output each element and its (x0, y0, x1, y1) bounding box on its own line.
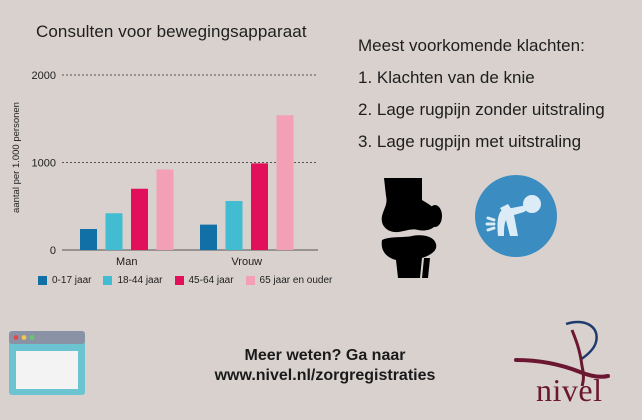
bar (225, 201, 243, 250)
legend-label: 45-64 jaar (188, 275, 234, 286)
browser-window-icon (9, 331, 85, 395)
legend-label: 18-44 jaar (117, 275, 163, 286)
legend-swatch (174, 276, 184, 285)
cta-text: Meer weten? Ga naar www.nivel.nl/zorgreg… (190, 346, 460, 386)
legend-swatch (38, 276, 47, 285)
complaint-item: 2. Lage rugpijn zonder uitstraling (358, 100, 605, 119)
cta-link[interactable]: www.nivel.nl/zorgregistraties (214, 367, 436, 384)
bar (276, 115, 294, 250)
complaint-item: 3. Lage rugpijn met uitstraling (358, 132, 582, 151)
bar (80, 229, 97, 250)
legend-swatch (245, 276, 255, 285)
y-tick-label: 0 (50, 245, 56, 257)
chart-legend: 0-17 jaar 18-44 jaar 45-64 jaar 65 jaar … (38, 275, 344, 286)
cta-line: Meer weten? Ga naar (244, 347, 406, 364)
knee-joint-icon (381, 178, 442, 278)
legend-swatch (103, 276, 113, 285)
bar (131, 188, 148, 250)
legend-item: 65 jaar en ouder (245, 275, 333, 286)
y-tick-label: 1000 (32, 158, 56, 170)
y-axis-label: aantal per 1.000 personen (11, 102, 22, 213)
complaints-title: Meest voorkomende klachten: (358, 36, 585, 55)
y-tick-label: 2000 (32, 70, 56, 82)
bar (105, 213, 123, 250)
chart-title: Consulten voor bewegingsapparaat (36, 22, 307, 41)
legend-item: 45-64 jaar (174, 275, 234, 286)
x-tick-label: Man (116, 256, 137, 268)
legend-item: 0-17 jaar (38, 275, 91, 286)
nivel-logo-icon (514, 320, 610, 387)
legend-item: 18-44 jaar (103, 275, 163, 286)
bar (156, 169, 174, 250)
bar (251, 163, 268, 250)
legend-label: 0-17 jaar (52, 275, 92, 286)
logo-text: nivel (536, 372, 603, 408)
x-tick-label: Vrouw (231, 256, 262, 268)
complaint-item: 1. Klachten van de knie (358, 68, 535, 87)
back-pain-icon (475, 175, 557, 257)
bar (200, 224, 217, 250)
legend-label: 65 jaar en ouder (259, 275, 333, 286)
